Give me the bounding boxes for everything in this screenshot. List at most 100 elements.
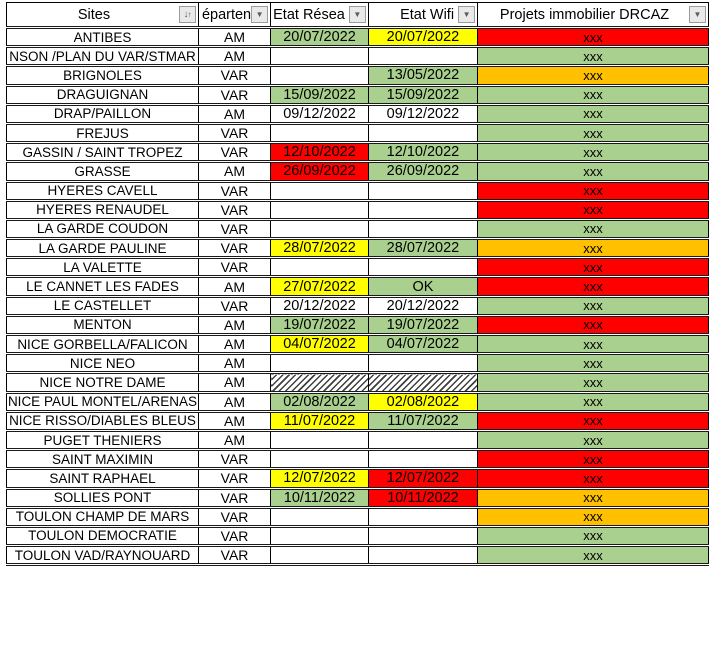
cell-departement[interactable]: VAR — [197, 121, 272, 145]
cell-projet[interactable]: xxx — [477, 352, 709, 375]
cell-site[interactable]: SAINT RAPHAEL — [6, 467, 199, 490]
cell-projet[interactable]: xxx — [477, 313, 709, 337]
cell-departement[interactable]: VAR — [197, 294, 272, 317]
cell-etat-wifi[interactable]: OK — [367, 275, 479, 298]
cell-etat-reseau[interactable] — [270, 505, 369, 528]
cell-projet[interactable]: xxx — [477, 198, 709, 221]
cell-site[interactable]: NSON /PLAN DU VAR/STMAR — [6, 45, 199, 68]
cell-site[interactable]: NICE NEO — [6, 352, 199, 375]
cell-departement[interactable]: VAR — [197, 544, 272, 567]
cell-etat-reseau[interactable] — [270, 428, 369, 452]
cell-etat-wifi[interactable]: 19/07/2022 — [367, 313, 479, 337]
cell-etat-wifi[interactable]: 12/07/2022 — [367, 467, 479, 490]
cell-departement[interactable]: AM — [197, 428, 272, 452]
cell-projet[interactable]: xxx — [477, 45, 709, 68]
cell-etat-reseau[interactable] — [270, 121, 369, 145]
cell-etat-wifi[interactable]: 15/09/2022 — [367, 83, 479, 106]
cell-projet[interactable]: xxx — [477, 332, 709, 356]
cell-departement[interactable]: VAR — [197, 141, 272, 164]
cell-etat-reseau[interactable] — [270, 179, 369, 202]
cell-projet[interactable]: xxx — [477, 390, 709, 413]
cell-etat-reseau[interactable]: 11/07/2022 — [270, 409, 369, 432]
cell-site[interactable]: LA GARDE COUDON — [6, 217, 199, 241]
cell-departement[interactable]: VAR — [197, 237, 272, 260]
cell-site[interactable]: PUGET THENIERS — [6, 428, 199, 452]
cell-etat-reseau[interactable]: 15/09/2022 — [270, 83, 369, 106]
cell-etat-reseau[interactable]: 26/09/2022 — [270, 160, 369, 183]
cell-departement[interactable]: VAR — [197, 467, 272, 490]
cell-etat-wifi[interactable] — [367, 428, 479, 452]
cell-etat-reseau[interactable]: 10/11/2022 — [270, 486, 369, 509]
cell-etat-reseau[interactable] — [270, 544, 369, 567]
cell-site[interactable]: NICE NOTRE DAME — [6, 371, 199, 394]
cell-departement[interactable]: VAR — [197, 217, 272, 241]
cell-etat-wifi[interactable]: 20/12/2022 — [367, 294, 479, 317]
filter-button-etat-reseau[interactable]: ▼ — [348, 6, 366, 23]
cell-site[interactable]: LA VALETTE — [6, 256, 199, 279]
cell-etat-wifi[interactable]: 09/12/2022 — [367, 102, 479, 125]
cell-departement[interactable]: AM — [197, 352, 272, 375]
cell-etat-wifi[interactable]: 26/09/2022 — [367, 160, 479, 183]
cell-etat-wifi[interactable] — [367, 217, 479, 241]
cell-projet[interactable]: xxx — [477, 256, 709, 279]
cell-etat-reseau[interactable]: 20/07/2022 — [270, 25, 369, 49]
cell-departement[interactable]: AM — [197, 275, 272, 298]
cell-projet[interactable]: xxx — [477, 179, 709, 202]
cell-site[interactable]: LE CASTELLET — [6, 294, 199, 317]
cell-projet[interactable]: xxx — [477, 486, 709, 509]
cell-etat-reseau[interactable] — [270, 64, 369, 87]
cell-site[interactable]: DRAP/PAILLON — [6, 102, 199, 125]
cell-site[interactable]: SAINT MAXIMIN — [6, 448, 199, 471]
cell-etat-reseau[interactable]: 02/08/2022 — [270, 390, 369, 413]
cell-departement[interactable]: VAR — [197, 64, 272, 87]
cell-departement[interactable]: VAR — [197, 256, 272, 279]
cell-projet[interactable]: xxx — [477, 467, 709, 490]
cell-departement[interactable]: AM — [197, 25, 272, 49]
cell-projet[interactable]: xxx — [477, 544, 709, 567]
cell-departement[interactable]: VAR — [197, 198, 272, 221]
cell-etat-reseau[interactable] — [270, 524, 369, 548]
cell-etat-reseau[interactable] — [270, 352, 369, 375]
cell-etat-wifi[interactable] — [367, 352, 479, 375]
cell-site[interactable]: TOULON DEMOCRATIE — [6, 524, 199, 548]
cell-projet[interactable]: xxx — [477, 237, 709, 260]
cell-etat-reseau[interactable] — [270, 256, 369, 279]
cell-site[interactable]: NICE GORBELLA/FALICON — [6, 332, 199, 356]
cell-site[interactable]: HYERES CAVELL — [6, 179, 199, 202]
cell-projet[interactable]: xxx — [477, 448, 709, 471]
cell-site[interactable]: MENTON — [6, 313, 199, 337]
cell-departement[interactable]: AM — [197, 45, 272, 68]
cell-etat-reseau[interactable] — [270, 45, 369, 68]
cell-etat-wifi[interactable]: 20/07/2022 — [367, 25, 479, 49]
cell-etat-reseau[interactable] — [270, 371, 369, 394]
cell-etat-wifi[interactable] — [367, 524, 479, 548]
sort-filter-button-sites[interactable]: ↓ ↑ — [178, 6, 196, 23]
cell-site[interactable]: ANTIBES — [6, 25, 199, 49]
cell-etat-reseau[interactable] — [270, 217, 369, 241]
cell-site[interactable]: LA GARDE PAULINE — [6, 237, 199, 260]
cell-etat-wifi[interactable] — [367, 45, 479, 68]
cell-etat-reseau[interactable]: 27/07/2022 — [270, 275, 369, 298]
cell-projet[interactable]: xxx — [477, 83, 709, 106]
cell-site[interactable]: NICE RISSO/DIABLES BLEUS — [6, 409, 199, 432]
cell-departement[interactable]: AM — [197, 332, 272, 356]
cell-etat-wifi[interactable]: 28/07/2022 — [367, 237, 479, 260]
cell-etat-wifi[interactable] — [367, 371, 479, 394]
cell-departement[interactable]: VAR — [197, 524, 272, 548]
cell-etat-wifi[interactable] — [367, 256, 479, 279]
cell-projet[interactable]: xxx — [477, 102, 709, 125]
cell-etat-reseau[interactable]: 12/10/2022 — [270, 141, 369, 164]
cell-etat-wifi[interactable] — [367, 121, 479, 145]
cell-etat-wifi[interactable]: 04/07/2022 — [367, 332, 479, 356]
cell-etat-wifi[interactable]: 12/10/2022 — [367, 141, 479, 164]
cell-departement[interactable]: VAR — [197, 83, 272, 106]
cell-projet[interactable]: xxx — [477, 160, 709, 183]
cell-departement[interactable]: AM — [197, 313, 272, 337]
cell-etat-wifi[interactable]: 10/11/2022 — [367, 486, 479, 509]
cell-etat-wifi[interactable] — [367, 505, 479, 528]
cell-departement[interactable]: AM — [197, 409, 272, 432]
cell-site[interactable]: GRASSE — [6, 160, 199, 183]
cell-departement[interactable]: AM — [197, 102, 272, 125]
cell-site[interactable]: LE CANNET LES FADES — [6, 275, 199, 298]
cell-projet[interactable]: xxx — [477, 524, 709, 548]
